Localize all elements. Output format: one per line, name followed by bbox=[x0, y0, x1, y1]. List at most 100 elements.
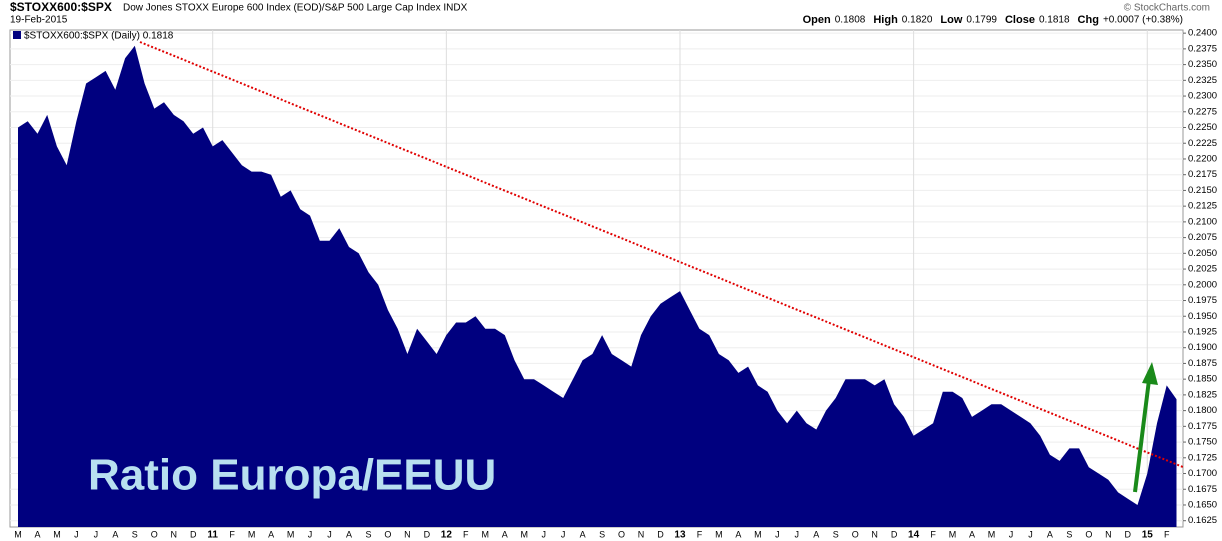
x-tick-label: M bbox=[949, 529, 957, 539]
y-tick-label: 0.2000 bbox=[1188, 279, 1217, 290]
x-tick-label: D bbox=[190, 529, 197, 539]
x-tick-label: M bbox=[14, 529, 22, 539]
x-tick-label: D bbox=[424, 529, 431, 539]
x-tick-label: F bbox=[463, 529, 469, 539]
y-tick-label: 0.2075 bbox=[1188, 232, 1217, 243]
y-tick-label: 0.1675 bbox=[1188, 484, 1217, 495]
x-tick-label: M bbox=[754, 529, 762, 539]
x-tick-label: J bbox=[541, 529, 546, 539]
x-tick-label: A bbox=[502, 529, 508, 539]
y-tick-label: 0.2100 bbox=[1188, 216, 1217, 227]
y-tick-label: 0.2125 bbox=[1188, 201, 1217, 212]
x-tick-label: A bbox=[580, 529, 586, 539]
x-tick-label: J bbox=[775, 529, 780, 539]
quote-value: +0.0007 (+0.38%) bbox=[1103, 15, 1183, 26]
y-tick-label: 0.2400 bbox=[1188, 28, 1217, 39]
y-tick-label: 0.2175 bbox=[1188, 169, 1217, 180]
x-tick-label: D bbox=[657, 529, 664, 539]
y-tick-label: 0.1825 bbox=[1188, 389, 1217, 400]
x-tick-label: F bbox=[229, 529, 235, 539]
arrow-head bbox=[1142, 362, 1158, 385]
x-tick-label: A bbox=[34, 529, 40, 539]
symbol: $STOXX600:$SPX bbox=[10, 0, 112, 14]
x-tick-label: J bbox=[74, 529, 79, 539]
y-tick-label: 0.2325 bbox=[1188, 75, 1217, 86]
quote-value: 0.1820 bbox=[902, 15, 933, 26]
x-tick-label: N bbox=[171, 529, 178, 539]
x-tick-label: M bbox=[715, 529, 723, 539]
y-tick-label: 0.1700 bbox=[1188, 468, 1217, 479]
x-tick-label: D bbox=[891, 529, 898, 539]
y-tick-label: 0.2375 bbox=[1188, 43, 1217, 54]
y-tick-label: 0.1775 bbox=[1188, 421, 1217, 432]
y-tick-label: 0.2350 bbox=[1188, 59, 1217, 70]
x-tick-label: M bbox=[53, 529, 61, 539]
x-tick-label: O bbox=[384, 529, 391, 539]
y-tick-label: 0.2025 bbox=[1188, 264, 1217, 275]
y-tick-label: 0.2250 bbox=[1188, 122, 1217, 133]
x-tick-label: 12 bbox=[441, 530, 453, 541]
x-tick-label: O bbox=[618, 529, 625, 539]
quote-label: Close bbox=[1005, 14, 1035, 26]
x-tick-label: J bbox=[1009, 529, 1014, 539]
x-tick-label: J bbox=[327, 529, 332, 539]
y-tick-label: 0.1625 bbox=[1188, 515, 1217, 526]
y-tick-label: 0.1750 bbox=[1188, 437, 1217, 448]
quote-label: Open bbox=[803, 14, 831, 26]
source: © StockCharts.com bbox=[1124, 3, 1210, 14]
quote-value: 0.1808 bbox=[835, 15, 866, 26]
x-tick-label: S bbox=[365, 529, 371, 539]
y-tick-label: 0.2225 bbox=[1188, 138, 1217, 149]
y-tick-label: 0.2300 bbox=[1188, 91, 1217, 102]
quote-label: Low bbox=[940, 14, 962, 26]
x-tick-label: J bbox=[561, 529, 566, 539]
x-tick-label: J bbox=[1028, 529, 1033, 539]
legend-label: $STOXX600:$SPX (Daily) 0.1818 bbox=[24, 31, 174, 42]
x-tick-label: M bbox=[520, 529, 528, 539]
arrow-shaft bbox=[1133, 379, 1151, 493]
y-tick-label: 0.1900 bbox=[1188, 342, 1217, 353]
x-tick-label: F bbox=[930, 529, 936, 539]
x-tick-label: A bbox=[1047, 529, 1053, 539]
annotation: Ratio Europa/EEUU bbox=[88, 451, 496, 500]
x-tick-label: N bbox=[871, 529, 878, 539]
x-tick-label: O bbox=[151, 529, 158, 539]
x-tick-label: N bbox=[638, 529, 645, 539]
y-tick-label: 0.1950 bbox=[1188, 311, 1217, 322]
x-tick-label: M bbox=[287, 529, 295, 539]
x-tick-label: S bbox=[132, 529, 138, 539]
x-tick-label: 13 bbox=[674, 530, 686, 541]
y-tick-label: 0.1875 bbox=[1188, 358, 1217, 369]
x-tick-label: S bbox=[1066, 529, 1072, 539]
quote-label: High bbox=[873, 14, 898, 26]
quote-label: Chg bbox=[1078, 14, 1099, 26]
x-tick-label: O bbox=[1085, 529, 1092, 539]
y-tick-label: 0.2200 bbox=[1188, 153, 1217, 164]
date: 19-Feb-2015 bbox=[10, 15, 68, 26]
x-tick-label: A bbox=[112, 529, 118, 539]
x-tick-label: 14 bbox=[908, 530, 920, 541]
chart-title: Dow Jones STOXX Europe 600 Index (EOD)/S… bbox=[123, 3, 468, 14]
y-tick-label: 0.1725 bbox=[1188, 452, 1217, 463]
x-tick-label: M bbox=[248, 529, 256, 539]
y-tick-label: 0.1650 bbox=[1188, 499, 1217, 510]
x-tick-label: A bbox=[268, 529, 274, 539]
x-tick-label: A bbox=[735, 529, 741, 539]
x-tick-label: J bbox=[795, 529, 800, 539]
x-tick-label: A bbox=[969, 529, 975, 539]
y-tick-label: 0.1800 bbox=[1188, 405, 1217, 416]
y-tick-label: 0.2150 bbox=[1188, 185, 1217, 196]
legend-swatch bbox=[13, 31, 21, 39]
x-tick-label: N bbox=[1105, 529, 1112, 539]
y-tick-label: 0.1975 bbox=[1188, 295, 1217, 306]
y-tick-label: 0.1850 bbox=[1188, 374, 1217, 385]
x-tick-label: M bbox=[482, 529, 490, 539]
x-tick-label: D bbox=[1125, 529, 1132, 539]
quote-value: 0.1799 bbox=[966, 15, 997, 26]
x-tick-label: A bbox=[813, 529, 819, 539]
x-tick-label: M bbox=[988, 529, 996, 539]
x-tick-label: J bbox=[308, 529, 313, 539]
x-tick-label: N bbox=[404, 529, 411, 539]
area bbox=[18, 45, 1177, 527]
